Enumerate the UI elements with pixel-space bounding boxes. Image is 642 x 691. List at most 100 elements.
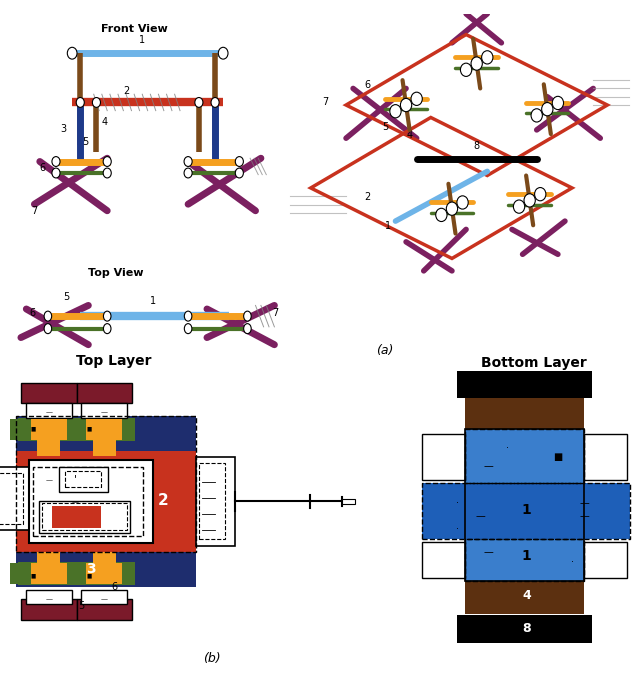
Circle shape: [184, 323, 192, 334]
Text: ■: ■: [31, 574, 36, 578]
Bar: [26, 404, 72, 417]
Bar: [73, 562, 135, 585]
Text: ■: ■: [553, 453, 562, 462]
Text: —: —: [579, 511, 589, 521]
Text: —: —: [483, 547, 493, 557]
Circle shape: [436, 208, 447, 222]
Text: ·: ·: [456, 524, 458, 534]
Bar: [39, 502, 130, 533]
Text: ·: ·: [506, 443, 508, 453]
Text: 6: 6: [30, 308, 36, 318]
Circle shape: [52, 168, 60, 178]
Circle shape: [44, 323, 51, 334]
Bar: [422, 435, 465, 480]
Text: Front View: Front View: [101, 23, 168, 34]
Text: 3: 3: [60, 124, 67, 134]
Bar: [31, 563, 67, 584]
Circle shape: [535, 187, 546, 201]
Bar: [30, 460, 153, 542]
Text: 6: 6: [39, 163, 45, 173]
Bar: [422, 483, 630, 539]
Text: ·: ·: [456, 498, 458, 508]
Text: 5: 5: [382, 122, 388, 132]
Bar: [73, 417, 135, 442]
Circle shape: [457, 196, 468, 209]
Text: 1: 1: [521, 549, 532, 563]
Text: 1: 1: [521, 503, 532, 518]
Bar: [16, 552, 196, 587]
Circle shape: [390, 104, 401, 118]
Bar: [196, 457, 235, 546]
Text: Top Layer: Top Layer: [76, 354, 152, 368]
Text: 1: 1: [385, 221, 392, 231]
Circle shape: [76, 97, 84, 107]
Bar: [465, 430, 584, 483]
Text: 2: 2: [157, 493, 168, 508]
Circle shape: [411, 92, 422, 106]
Text: (b): (b): [203, 652, 221, 665]
Text: —: —: [46, 477, 53, 484]
Bar: [16, 416, 196, 451]
Bar: [422, 542, 465, 578]
Text: 7: 7: [272, 308, 278, 318]
Text: (a): (a): [376, 345, 394, 357]
Bar: [26, 590, 72, 604]
Circle shape: [184, 157, 192, 167]
Text: 6: 6: [365, 80, 371, 91]
Bar: [457, 616, 592, 643]
Text: 5: 5: [83, 137, 89, 147]
Circle shape: [103, 168, 111, 178]
Text: ■: ■: [87, 574, 92, 578]
Circle shape: [531, 108, 542, 122]
Text: —: —: [483, 461, 493, 471]
Bar: [76, 383, 132, 404]
Bar: [87, 563, 122, 584]
Bar: [65, 419, 75, 439]
Circle shape: [542, 102, 553, 116]
Circle shape: [103, 323, 111, 334]
Bar: [76, 600, 132, 620]
Text: 6: 6: [111, 582, 117, 592]
Bar: [16, 416, 196, 552]
Circle shape: [244, 323, 251, 334]
Bar: [584, 542, 627, 578]
Bar: [16, 451, 196, 552]
Text: 2: 2: [123, 86, 129, 96]
Bar: [342, 499, 355, 504]
Bar: [0, 473, 23, 524]
Bar: [465, 539, 584, 581]
Bar: [18, 562, 80, 585]
Bar: [87, 419, 122, 439]
Bar: [21, 383, 76, 404]
Circle shape: [482, 50, 493, 64]
Text: —: —: [101, 409, 108, 415]
Bar: [18, 417, 80, 442]
Circle shape: [236, 168, 243, 178]
Text: 1: 1: [139, 35, 145, 46]
Text: —: —: [71, 500, 78, 506]
Bar: [93, 552, 116, 568]
Circle shape: [67, 47, 77, 59]
Circle shape: [103, 157, 111, 167]
Text: 4: 4: [522, 589, 531, 602]
Bar: [65, 563, 75, 584]
Circle shape: [184, 168, 192, 178]
Text: Bottom Layer: Bottom Layer: [482, 357, 587, 370]
Circle shape: [184, 311, 192, 321]
Bar: [0, 466, 30, 530]
Bar: [10, 419, 19, 439]
Bar: [422, 483, 630, 539]
Bar: [199, 464, 225, 540]
Circle shape: [244, 311, 251, 321]
Circle shape: [524, 193, 535, 207]
Text: 8: 8: [522, 622, 531, 635]
Circle shape: [446, 202, 458, 216]
Bar: [584, 435, 627, 480]
Bar: [37, 552, 60, 568]
Bar: [465, 581, 584, 614]
Circle shape: [236, 157, 243, 167]
Text: 5: 5: [64, 292, 70, 302]
Circle shape: [44, 311, 51, 321]
Bar: [10, 563, 19, 584]
Text: 5: 5: [78, 601, 85, 611]
